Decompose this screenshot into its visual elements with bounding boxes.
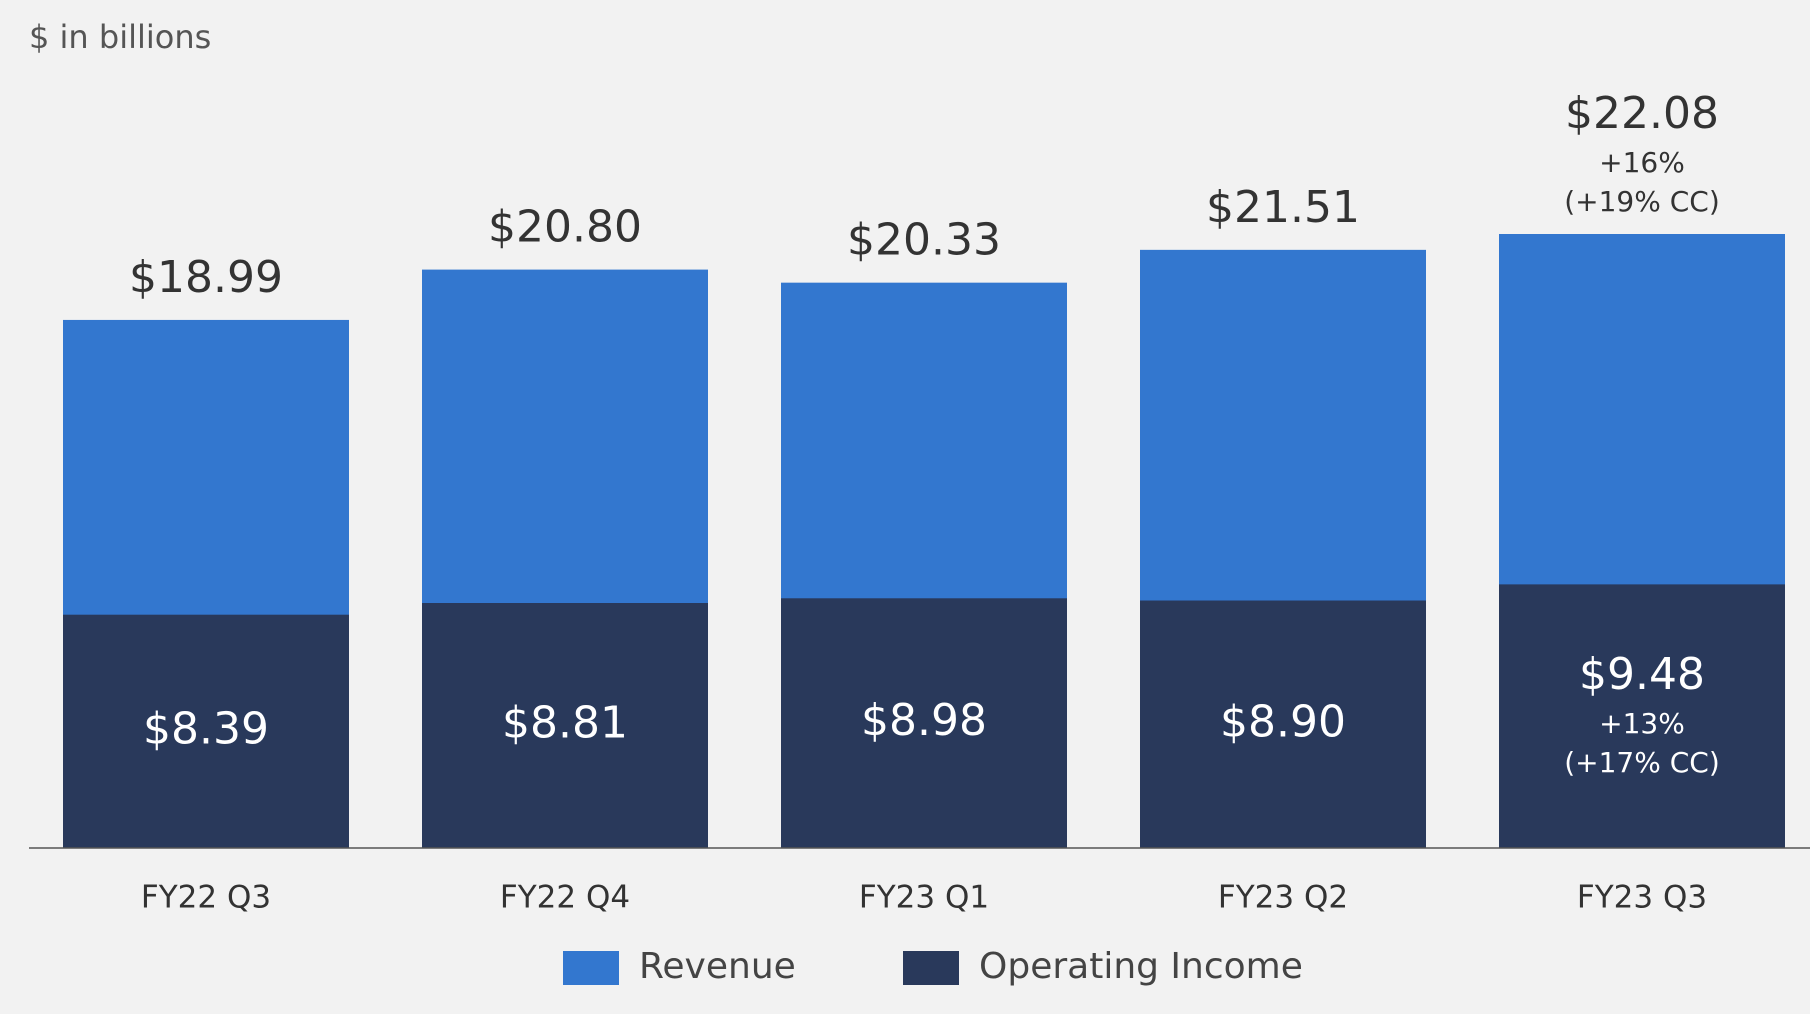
- bar: [1499, 584, 1785, 848]
- annotation: +16%: [1599, 146, 1685, 179]
- annotation: +13%: [1599, 707, 1685, 740]
- value-label: $21.51: [1206, 182, 1360, 233]
- bar: [63, 614, 349, 848]
- value-label: $20.80: [488, 202, 642, 253]
- value-label: $8.81: [502, 698, 628, 749]
- bar: [422, 603, 708, 848]
- annotation: (+17% CC): [1564, 746, 1720, 779]
- value-label: $8.39: [143, 703, 269, 754]
- x-tick-label: FY23 Q2: [1218, 880, 1348, 916]
- bar: [1140, 600, 1426, 848]
- value-label: $9.48: [1579, 649, 1705, 700]
- legend-label: Operating Income: [979, 946, 1303, 987]
- chart-title: $ in billions: [29, 18, 211, 56]
- bar: [781, 598, 1067, 848]
- value-label: $22.08: [1565, 88, 1719, 139]
- x-tick-label: FY22 Q4: [500, 880, 630, 916]
- value-label: $20.33: [847, 215, 1001, 266]
- value-label: $8.98: [861, 695, 987, 746]
- value-label: $18.99: [129, 252, 283, 303]
- legend-swatch: [903, 951, 959, 985]
- x-tick-label: FY22 Q3: [141, 880, 271, 916]
- x-tick-label: FY23 Q1: [859, 880, 989, 916]
- legend-label: Revenue: [639, 946, 796, 987]
- legend-swatch: [563, 951, 619, 985]
- x-tick-label: FY23 Q3: [1577, 880, 1707, 916]
- annotation: (+19% CC): [1564, 185, 1720, 218]
- value-label: $8.90: [1220, 696, 1346, 747]
